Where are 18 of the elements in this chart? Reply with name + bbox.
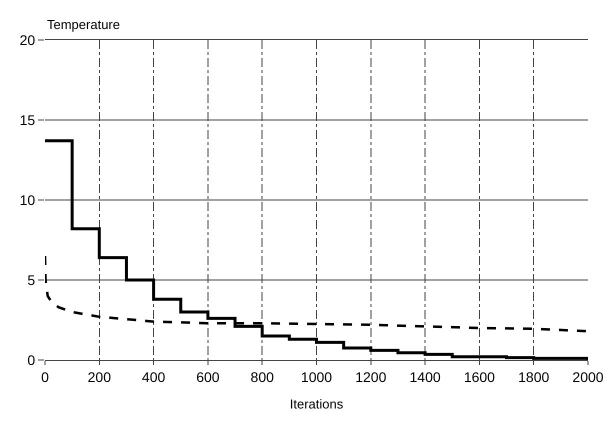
y-tick-label: 10 bbox=[20, 192, 36, 208]
x-tick-label: 400 bbox=[142, 368, 166, 385]
x-tick-label: 0 bbox=[41, 368, 50, 385]
x-tick-label: 600 bbox=[196, 368, 220, 385]
x-tick-label: 1800 bbox=[518, 368, 550, 385]
y-tick-label: 0 bbox=[27, 352, 36, 368]
x-axis-title: Iterations bbox=[290, 396, 344, 412]
x-tick-label: 1000 bbox=[300, 368, 332, 385]
y-tick-label: 5 bbox=[27, 272, 36, 288]
x-tick-label: 200 bbox=[88, 368, 112, 385]
x-tick-label: 2000 bbox=[572, 368, 604, 385]
y-tick-label: 20 bbox=[20, 32, 36, 48]
y-axis-title: Temperature bbox=[47, 17, 120, 32]
y-tick-label: 15 bbox=[20, 112, 36, 128]
x-tick-label: 1600 bbox=[464, 368, 496, 385]
x-tick-label: 1200 bbox=[355, 368, 387, 385]
x-tick-label: 1400 bbox=[410, 368, 441, 385]
x-tick-label: 800 bbox=[250, 368, 274, 385]
